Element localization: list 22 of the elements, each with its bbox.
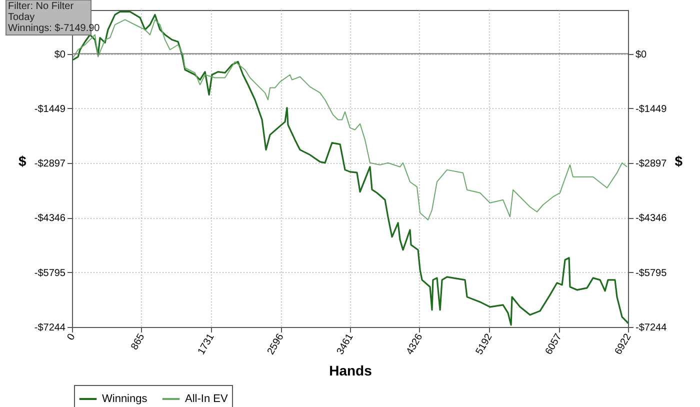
y2-tick-label: -$5795 — [636, 268, 668, 279]
y-tick-label: -$4346 — [34, 213, 66, 224]
y2-tick-label: -$7244 — [636, 322, 668, 334]
x-tick-label: 0 — [65, 332, 78, 342]
y-tick-label: -$2897 — [34, 158, 66, 170]
text: Today — [8, 12, 35, 23]
y2-axis-title: $ — [674, 153, 683, 169]
legend-label: All-In EV — [185, 393, 228, 405]
x-tick-label: 865 — [129, 332, 148, 352]
legend-label: Winnings — [102, 393, 148, 405]
y2-tick-label: -$1449 — [636, 104, 668, 115]
annotation: Filter: No Filter — [8, 1, 74, 12]
annotation: Winnings: $-7149.90 — [8, 23, 100, 34]
y-tick-label: $0 — [54, 49, 66, 60]
y-tick-label: -$1449 — [34, 104, 66, 115]
y-axis-title: $ — [18, 153, 26, 169]
y-tick-label: -$7244 — [34, 322, 66, 334]
y-tick-label: -$5795 — [34, 268, 66, 279]
x-axis-title: Hands — [329, 362, 372, 378]
y2-tick-label: -$2897 — [636, 158, 668, 170]
y2-tick-label: -$4346 — [636, 213, 668, 224]
y2-tick-label: $0 — [636, 49, 648, 60]
